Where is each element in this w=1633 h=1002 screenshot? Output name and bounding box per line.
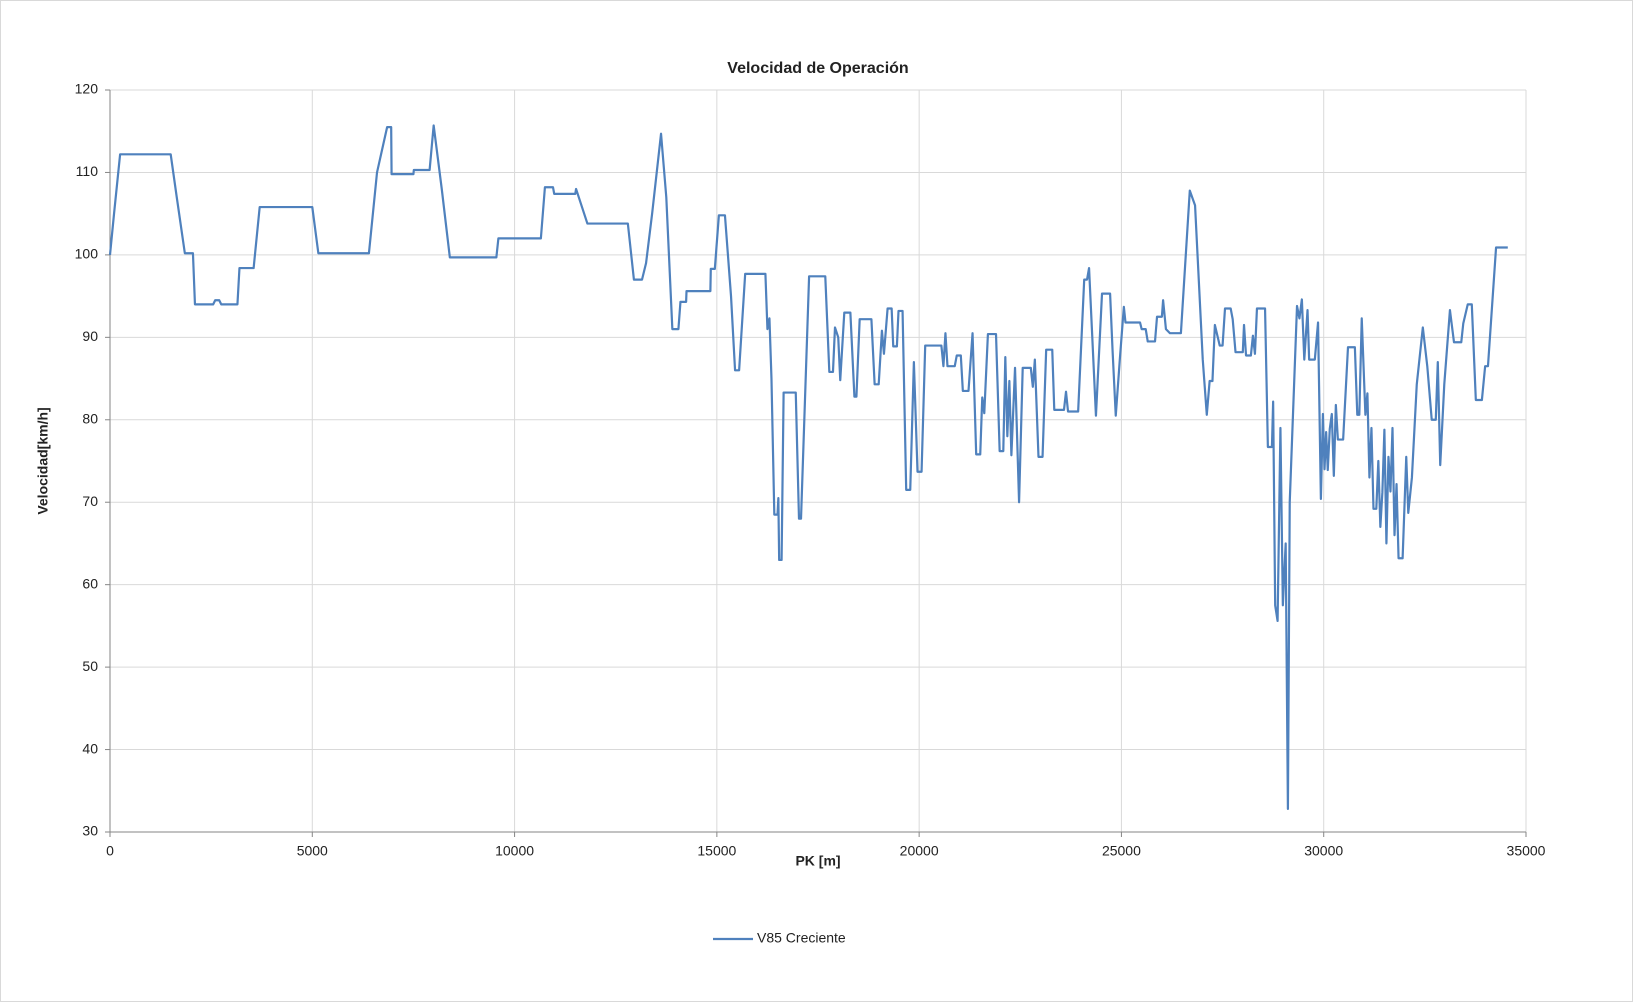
x-tick-label: 35000 [1507,843,1546,859]
y-axis-label: Velocidad[km/h] [35,407,51,514]
x-tick-label: 30000 [1304,843,1343,859]
y-tick-label: 50 [82,658,98,674]
y-tick-label: 70 [82,493,98,509]
data-line [108,124,1508,811]
y-tick-label: 30 [82,823,98,839]
y-tick-label: 120 [75,81,99,97]
y-tick-label: 40 [82,740,98,756]
x-tick-label: 5000 [297,843,328,859]
x-tick-label: 20000 [900,843,939,859]
x-tick-label: 0 [106,843,114,859]
x-tick-label: 25000 [1102,843,1141,859]
y-tick-label: 80 [82,410,98,426]
y-tick-label: 60 [82,575,98,591]
x-axis-label: PK [m] [795,853,840,869]
legend-label: V85 Creciente [757,930,846,946]
x-tick-label: 10000 [495,843,534,859]
y-tick-label: 110 [76,163,99,179]
y-tick-label: 100 [75,246,99,262]
chart-title: Velocidad de Operación [727,60,908,77]
x-tick-label: 15000 [697,843,736,859]
y-tick-label: 90 [82,328,98,344]
